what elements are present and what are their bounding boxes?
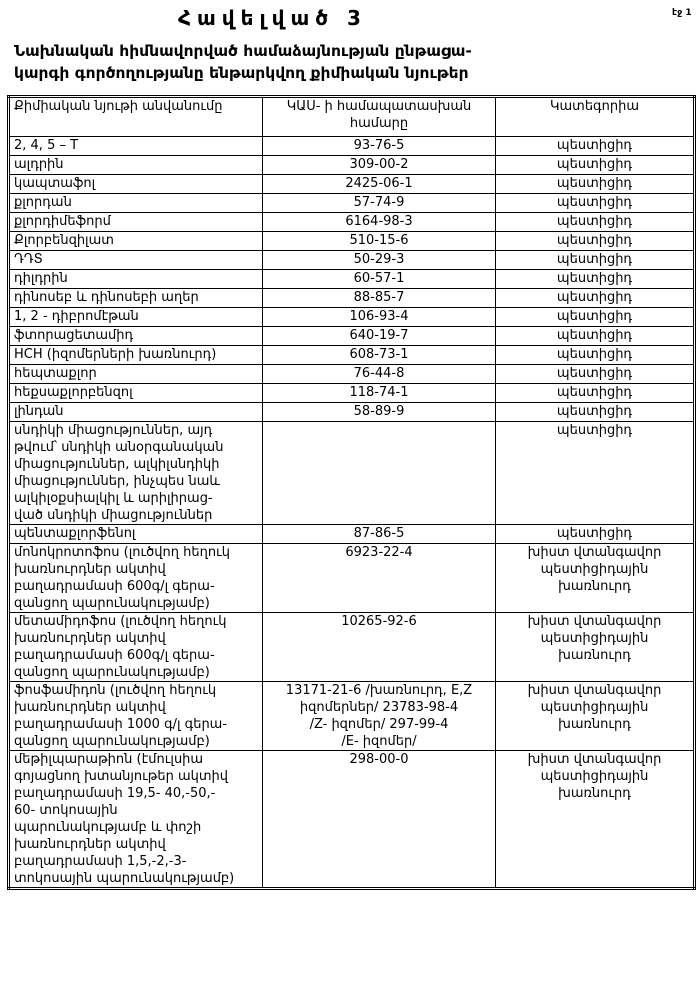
category-cell: պեստիցիդ: [495, 383, 695, 403]
category-cell: պեստիցիդ: [495, 174, 695, 194]
chemical-name-cell: լինդան: [8, 402, 263, 422]
cas-number-cell: 640-19-7: [262, 326, 496, 346]
category-cell: պեստիցիդ: [495, 193, 695, 213]
cas-number-cell: 298-00-0: [262, 750, 496, 889]
chemical-name-cell: ֆտորացետամիդ: [8, 326, 263, 346]
header-chemical-name: Քիմիական նյութի անվանումը: [8, 96, 263, 137]
chemical-name-cell: ֆոսֆամիդոն (լուծվող հեղուկ խառնուրդներ ա…: [8, 681, 263, 751]
cas-number-cell: 13171-21-6 /խառնուրդ, E,Z իզոմերներ/ 237…: [262, 681, 496, 751]
category-cell: պեստիցիդ: [495, 326, 695, 346]
document-heading: Նախնական հիմնավորված համաձայնության ընթա…: [14, 42, 472, 82]
cas-number-cell: 57-74-9: [262, 193, 496, 213]
category-cell: խիստ վտանգավոր պեստիցիդային խառնուրդ: [495, 681, 695, 751]
cas-number-cell: 6164-98-3: [262, 212, 496, 232]
category-cell: պեստիցիդ: [495, 421, 695, 525]
chemical-name-cell: պենտաքլորֆենոլ: [8, 524, 263, 544]
chemical-name-cell: հեպտաքլոր: [8, 364, 263, 384]
table-row: պենտաքլորֆենոլ 87-86-5 պեստիցիդ: [8, 524, 695, 544]
chemical-name-cell: մեթիլպարաթիոն (էմուլսիա գոյացնող խտանյու…: [8, 750, 263, 889]
table-row: քլորդան 57-74-9 պեստիցիդ: [8, 193, 695, 213]
table-row: Քլորբենզիլատ 510-15-6 պեստիցիդ: [8, 231, 695, 251]
chemical-name-cell: HCH (իզոմերների խառնուրդ): [8, 345, 263, 365]
annex-title: Հավելված 3: [178, 6, 367, 30]
cas-number-cell: 6923-22-4: [262, 543, 496, 613]
category-cell: պեստիցիդ: [495, 269, 695, 289]
cas-number-cell: 60-57-1: [262, 269, 496, 289]
table-header-row: Քիմիական նյութի անվանումը ԿԱՍ- ի համապատ…: [8, 96, 695, 137]
cas-number-cell: 93-76-5: [262, 136, 496, 156]
table-row: մոնոկրոտոֆոս (լուծվող հեղուկ խառնուրդներ…: [8, 543, 695, 613]
table-row: 2, 4, 5 – T 93-76-5 պեստիցիդ: [8, 136, 695, 156]
chemical-name-cell: հեքսաքլորբենզոլ: [8, 383, 263, 403]
chemicals-table: Քիմիական նյութի անվանումը ԿԱՍ- ի համապատ…: [7, 95, 696, 890]
table-row: սնդիկի միացություններ, այդ թվում՝ սնդիկի…: [8, 421, 695, 525]
cas-number-cell: [262, 421, 496, 525]
category-cell: պեստիցիդ: [495, 155, 695, 175]
category-cell: պեստիցիդ: [495, 402, 695, 422]
category-cell: խիստ վտանգավոր պեստիցիդային խառնուրդ: [495, 543, 695, 613]
cas-number-cell: 510-15-6: [262, 231, 496, 251]
table-row: հեքսաքլորբենզոլ 118-74-1 պեստիցիդ: [8, 383, 695, 403]
category-cell: խիստ վտանգավոր պեստիցիդային խառնուրդ: [495, 612, 695, 682]
chemical-name-cell: Քլորբենզիլատ: [8, 231, 263, 251]
table-row: ֆոսֆամիդոն (լուծվող հեղուկ խառնուրդներ ա…: [8, 681, 695, 751]
category-cell: պեստիցիդ: [495, 345, 695, 365]
table-row: ալդրին 309-00-2 պեստիցիդ: [8, 155, 695, 175]
category-cell: պեստիցիդ: [495, 136, 695, 156]
header-category: Կատեգորիա: [495, 96, 695, 137]
cas-number-cell: 106-93-4: [262, 307, 496, 327]
cas-number-cell: 88-85-7: [262, 288, 496, 308]
chemical-name-cell: մոնոկրոտոֆոս (լուծվող հեղուկ խառնուրդներ…: [8, 543, 263, 613]
chemical-name-cell: քլորդան: [8, 193, 263, 213]
chemical-name-cell: դինոսեբ և դինոսեբի աղեր: [8, 288, 263, 308]
table-row: HCH (իզոմերների խառնուրդ) 608-73-1 պեստիցի…: [8, 345, 695, 365]
table-row: հեպտաքլոր 76-44-8 պեստիցիդ: [8, 364, 695, 384]
table-row: ֆտորացետամիդ 640-19-7 պեստիցիդ: [8, 326, 695, 346]
cas-number-cell: 87-86-5: [262, 524, 496, 544]
table-row: մեթիլպարաթիոն (էմուլսիա գոյացնող խտանյու…: [8, 750, 695, 889]
cas-number-cell: 10265-92-6: [262, 612, 496, 682]
cas-number-cell: 309-00-2: [262, 155, 496, 175]
chemical-name-cell: ԴԴՏ: [8, 250, 263, 270]
chemical-name-cell: 2, 4, 5 – T: [8, 136, 263, 156]
chemical-name-cell: ալդրին: [8, 155, 263, 175]
cas-number-cell: 76-44-8: [262, 364, 496, 384]
chemical-name-cell: դիլդրին: [8, 269, 263, 289]
table-row: դիլդրին 60-57-1 պեստիցիդ: [8, 269, 695, 289]
table-row: լինդան 58-89-9 պեստիցիդ: [8, 402, 695, 422]
cas-number-cell: 118-74-1: [262, 383, 496, 403]
chemical-name-cell: սնդիկի միացություններ, այդ թվում՝ սնդիկի…: [8, 421, 263, 525]
chemical-name-cell: կապտաֆոլ: [8, 174, 263, 194]
category-cell: պեստիցիդ: [495, 250, 695, 270]
category-cell: պեստիցիդ: [495, 288, 695, 308]
cas-number-cell: 50-29-3: [262, 250, 496, 270]
category-cell: խիստ վտանգավոր պեստիցիդային խառնուրդ: [495, 750, 695, 889]
category-cell: պեստիցիդ: [495, 231, 695, 251]
category-cell: պեստիցիդ: [495, 364, 695, 384]
chemical-name-cell: 1, 2 - դիբրոմէթան: [8, 307, 263, 327]
category-cell: պեստիցիդ: [495, 524, 695, 544]
cas-number-cell: 2425-06-1: [262, 174, 496, 194]
table-row: դինոսեբ և դինոսեբի աղեր 88-85-7 պեստիցիդ: [8, 288, 695, 308]
cas-number-cell: 608-73-1: [262, 345, 496, 365]
chemical-name-cell: մետամիդոֆոս (լուծվող հեղուկ խառնուրդներ …: [8, 612, 263, 682]
table-row: քլորդիմեֆորմ 6164-98-3 պեստիցիդ: [8, 212, 695, 232]
table-row: ԴԴՏ 50-29-3 պեստիցիդ: [8, 250, 695, 270]
cas-number-cell: 58-89-9: [262, 402, 496, 422]
category-cell: պեստիցիդ: [495, 212, 695, 232]
table-row: կապտաֆոլ 2425-06-1 պեստիցիդ: [8, 174, 695, 194]
page-number: էջ 1: [672, 8, 692, 18]
table-row: 1, 2 - դիբրոմէթան 106-93-4 պեստիցիդ: [8, 307, 695, 327]
category-cell: պեստիցիդ: [495, 307, 695, 327]
table-row: մետամիդոֆոս (լուծվող հեղուկ խառնուրդներ …: [8, 612, 695, 682]
chemical-name-cell: քլորդիմեֆորմ: [8, 212, 263, 232]
header-cas-number: ԿԱՍ- ի համապատասխան համարը: [262, 96, 496, 137]
